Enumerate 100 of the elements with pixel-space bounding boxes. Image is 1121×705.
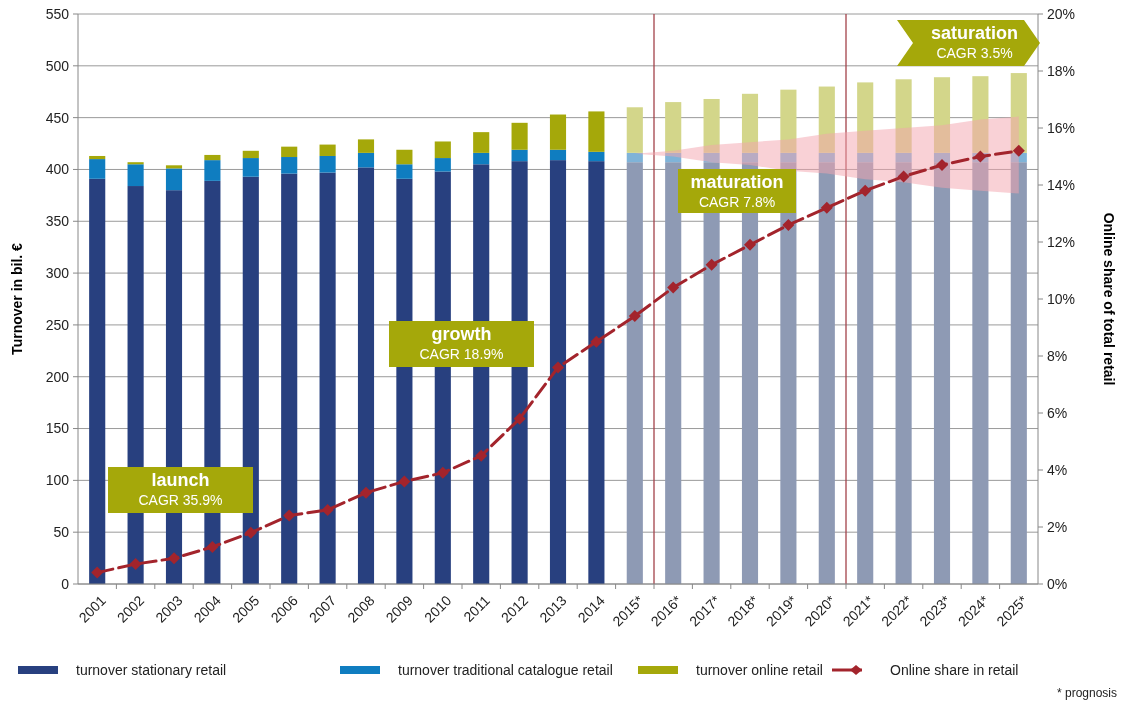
point (897, 170, 910, 183)
bar (165, 165, 183, 169)
bar (1010, 73, 1027, 153)
bar (665, 152, 682, 163)
bar (857, 152, 874, 163)
bar (818, 86, 835, 153)
bar (434, 141, 451, 159)
y2-tick-label: 18% (1047, 62, 1076, 79)
y2-tick-label: 20% (1047, 5, 1076, 22)
bar (933, 77, 951, 153)
bar (319, 155, 336, 173)
bar (895, 79, 912, 153)
point (475, 449, 488, 462)
point (820, 201, 833, 214)
point (91, 566, 104, 579)
bar (281, 157, 298, 174)
bar (741, 152, 759, 163)
bar (204, 160, 221, 181)
bar (780, 89, 797, 153)
point (206, 540, 219, 553)
bar (588, 151, 605, 162)
bar (665, 102, 682, 153)
bar (895, 162, 912, 584)
y-tick-label: 150 (45, 420, 70, 437)
bar (242, 176, 259, 584)
bar (473, 132, 490, 153)
bar (319, 172, 336, 584)
bar (396, 149, 413, 165)
point (129, 558, 142, 571)
bar (933, 152, 951, 163)
bar (357, 152, 375, 168)
y2-tick-label: 8% (1047, 347, 1068, 364)
bar (665, 162, 682, 584)
annotation: maturation CAGR 7.8% (690, 172, 784, 210)
y2-tick-label: 2% (1047, 518, 1068, 535)
bar (1010, 162, 1027, 584)
point (168, 552, 180, 565)
y-tick-label: 550 (45, 5, 70, 22)
bar (626, 162, 643, 584)
bar (89, 155, 106, 160)
y-tick-label: 400 (45, 161, 70, 178)
annotation: launch CAGR 35.9% (138, 470, 223, 508)
bar (972, 76, 989, 153)
bar (895, 152, 912, 163)
bar (89, 178, 106, 584)
bar (204, 154, 221, 161)
point (283, 509, 296, 522)
bar (626, 107, 643, 153)
point (744, 238, 756, 251)
bar (396, 164, 413, 179)
point (936, 159, 948, 172)
y-tick-label: 250 (45, 316, 70, 333)
point (552, 361, 564, 374)
point (859, 184, 872, 197)
bar (165, 168, 183, 191)
annotation: saturation CAGR 3.5% (930, 23, 1019, 61)
y-tick-label: 500 (45, 57, 70, 74)
bar (281, 173, 298, 584)
y2-tick-label: 12% (1047, 233, 1076, 250)
y2-tick-label: 16% (1047, 119, 1076, 136)
bar (281, 146, 298, 158)
point (1012, 144, 1025, 157)
bar (242, 158, 259, 177)
point (590, 335, 603, 348)
legend-label: Online share in retail (890, 661, 1019, 678)
bar (703, 98, 720, 153)
bar (933, 162, 951, 584)
y2-tick-label: 0% (1047, 575, 1068, 592)
y2-tick-label: 10% (1047, 290, 1076, 307)
bar (857, 82, 874, 153)
bar (319, 144, 336, 156)
y-tick-label: 450 (45, 109, 70, 126)
legend-label: turnover traditional catalogue retail (398, 661, 613, 678)
y-tick-label: 350 (45, 213, 70, 230)
legend-label: turnover stationary retail (76, 661, 227, 678)
bar (780, 152, 797, 163)
bar (741, 93, 759, 153)
legend-label: turnover online retail (696, 661, 823, 678)
point (667, 281, 680, 294)
bar (511, 149, 528, 162)
text: * prognosis (1056, 686, 1117, 700)
bar (818, 152, 835, 163)
bar (626, 152, 643, 163)
bar (357, 167, 375, 584)
bar (434, 158, 451, 172)
y-tick-label: 200 (45, 368, 70, 385)
bar (511, 122, 528, 150)
point (360, 486, 372, 499)
point (436, 466, 449, 479)
annotation: growth CAGR 18.9% (419, 324, 504, 362)
point (513, 412, 526, 425)
point (705, 258, 718, 271)
bar (242, 150, 259, 159)
bar (127, 164, 144, 187)
bar (588, 161, 605, 584)
point (321, 503, 334, 516)
bar (588, 111, 605, 152)
bar (127, 162, 144, 165)
bar (357, 139, 375, 153)
y-tick-label: 300 (45, 264, 70, 281)
